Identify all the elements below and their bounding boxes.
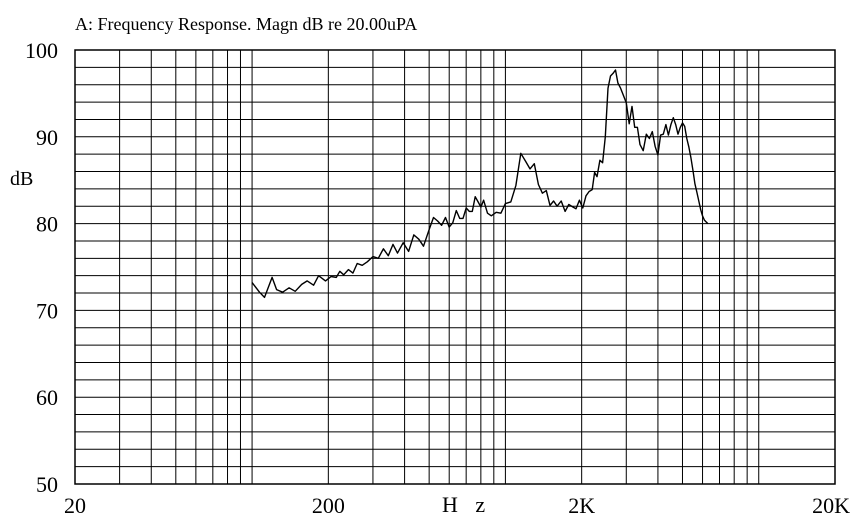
y-tick-label: 80 (36, 212, 58, 237)
x-tick-label: 20K (812, 493, 850, 518)
y-axis-label: dB (10, 168, 33, 190)
plot-frame (74, 49, 836, 485)
y-axis-ticks: 100 90 80 70 60 50 (25, 38, 58, 497)
y-tick-label: 60 (36, 385, 58, 410)
y-tick-label: 50 (36, 472, 58, 497)
y-tick-label: 70 (36, 298, 58, 323)
x-tick-label: 200 (312, 493, 345, 518)
y-tick-label: 90 (36, 125, 58, 150)
frequency-response-line (251, 69, 709, 299)
chart-title: A: Frequency Response. Magn dB re 20.00u… (75, 14, 417, 34)
y-tick-label: 100 (25, 38, 58, 63)
x-axis-ticks: 20 200 2K 20K (64, 493, 850, 518)
x-tick-label: 2K (568, 493, 595, 518)
x-tick-label: 20 (64, 493, 86, 518)
grid (75, 50, 835, 484)
x-axis-label: H z (442, 492, 491, 517)
